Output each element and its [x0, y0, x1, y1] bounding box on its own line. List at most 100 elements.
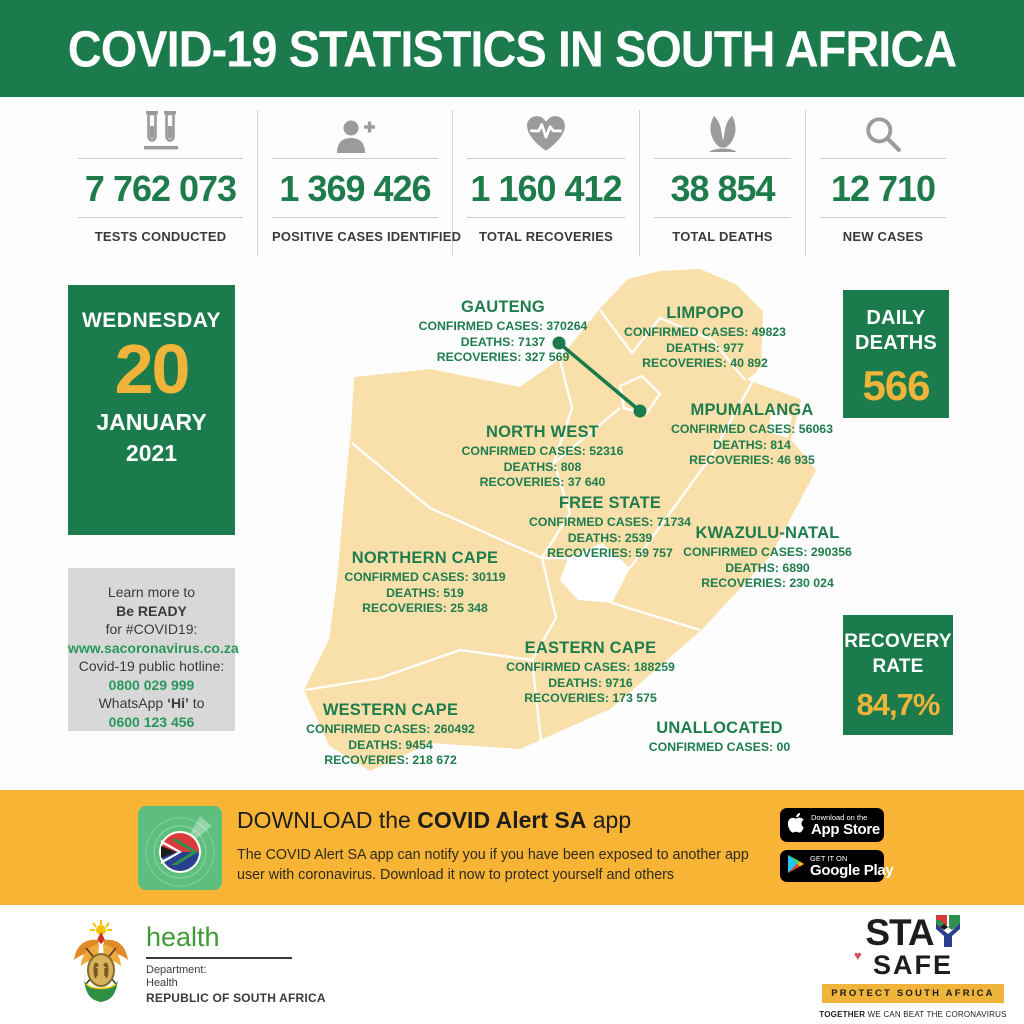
province-name: UNALLOCATED	[656, 719, 783, 737]
coat-of-arms-logo	[72, 918, 130, 1010]
badge-caption: GET IT ON	[810, 853, 848, 863]
whatsapp-number: 0600 123 456	[108, 713, 195, 730]
info-line: Learn more to	[107, 584, 196, 600]
date-day: 20	[114, 330, 191, 408]
stat-value: 7 762 073	[84, 168, 237, 209]
province-stat: RECOVERIES: 230 024	[701, 576, 834, 590]
province-stat: CONFIRMED CASES: 71734	[529, 515, 691, 529]
eswatini-area	[768, 408, 792, 438]
divider	[467, 158, 625, 159]
test-tubes-icon	[78, 110, 243, 158]
stat-value: 38 854	[670, 168, 775, 209]
info-line: WhatsApp ‘Hi’ to	[68, 694, 235, 713]
province-stat: CONFIRMED CASES: 370264	[418, 319, 588, 333]
stat-recoveries: 1 160 412 TOTAL RECOVERIES	[453, 110, 640, 256]
badge-caption: Download on the	[811, 812, 868, 822]
divider	[654, 158, 791, 159]
province-name: NORTHERN CAPE	[351, 549, 499, 567]
info-line: for #COVID19:	[105, 621, 198, 637]
province-name: GAUTENG	[461, 298, 545, 316]
divider	[820, 158, 946, 159]
province-stat: RECOVERIES: 59 757	[547, 546, 673, 560]
province-stat: CONFIRMED CASES: 188259	[506, 660, 675, 674]
daily-deaths-value: 566	[862, 362, 930, 409]
date-month: JANUARY	[96, 408, 207, 435]
whatsapp-text: WhatsApp	[98, 695, 168, 711]
province-stat: DEATHS: 814	[713, 437, 791, 452]
app-store-badge[interactable]: Download on the App Store	[780, 808, 884, 842]
province-name: MPUMALANGA	[690, 401, 814, 419]
province-name: FREE STATE	[558, 494, 662, 512]
magnifier-icon	[820, 110, 946, 158]
hotline-number: 0800 029 999	[108, 676, 195, 693]
google-play-icon	[788, 854, 804, 878]
province-name: WESTERN CAPE	[322, 701, 459, 719]
stat-label: TESTS CONDUCTED	[94, 229, 227, 244]
recovery-rate-box: RECOVERY RATE 84,7%	[843, 615, 953, 735]
province-stat: DEATHS: 9716	[548, 675, 633, 690]
map-section: WEDNESDAY 20 JANUARY 2021 Learn more to …	[0, 258, 1024, 790]
province-name: LIMPOPO	[666, 304, 744, 322]
province-name: KWAZULU-NATAL	[695, 524, 840, 542]
daily-deaths-label: DAILY DEATHS	[855, 307, 937, 354]
badge-store-name: App Store	[811, 820, 880, 838]
province-stat: RECOVERIES: 37 640	[479, 475, 606, 489]
stat-deaths: 38 854 TOTAL DEATHS	[640, 110, 806, 256]
province-stat: CONFIRMED CASES: 290356	[683, 545, 852, 559]
together-tagline: TOGETHER WE CAN BEAT THE CORONAVIRUS	[819, 1010, 1007, 1019]
protect-south-africa-bar: PROTECT SOUTH AFRICA	[822, 984, 1004, 1003]
province-stat: CONFIRMED CASES: 56063	[671, 422, 833, 436]
stay-safe-safe: ♥ SAFE	[818, 948, 1008, 979]
divider	[272, 158, 438, 159]
whatsapp-hi: ‘Hi’	[167, 695, 189, 711]
stat-value: 1 160 412	[470, 168, 622, 209]
footer: health Department: Health REPUBLIC OF SO…	[0, 905, 1024, 1024]
covid-alert-app-icon	[138, 806, 222, 890]
header-banner: COVID-19 STATISTICS IN SOUTH AFRICA	[0, 0, 1024, 97]
divider	[146, 957, 292, 959]
province-gauteng: GAUTENG CONFIRMED CASES: 370264 DEATHS: …	[388, 298, 618, 366]
divider	[78, 158, 243, 159]
divider	[78, 217, 243, 218]
province-stat: RECOVERIES: 25 348	[362, 601, 488, 615]
province-stat: DEATHS: 808	[503, 459, 582, 474]
stay-safe-stay: STA	[865, 914, 961, 953]
daily-deaths-box: DAILY DEATHS 566	[843, 290, 949, 418]
province-northern-cape: NORTHERN CAPE CONFIRMED CASES: 30119 DEA…	[315, 549, 535, 617]
province-name: NORTH WEST	[486, 423, 599, 441]
heart-pulse-icon	[467, 110, 625, 158]
health-brand: health	[146, 922, 220, 952]
praying-hands-icon	[654, 110, 791, 158]
recovery-rate-label: RECOVERY RATE	[844, 631, 952, 677]
stat-positive-cases: 1 369 426 POSITIVE CASES IDENTIFIED	[258, 110, 462, 256]
province-stat: RECOVERIES: 173 575	[524, 691, 657, 705]
stat-label: TOTAL RECOVERIES	[479, 229, 613, 244]
province-stat: CONFIRMED CASES: 49823	[624, 325, 786, 339]
flag-y-icon	[934, 915, 961, 953]
info-box: Learn more to Be READY for #COVID19: www…	[68, 568, 239, 731]
stat-value: 12 710	[830, 168, 936, 209]
stats-strip: 7 762 073 TESTS CONDUCTED 1 369 426 POSI…	[64, 110, 960, 256]
divider	[654, 217, 791, 218]
info-line: Be READY	[116, 602, 187, 619]
stat-label: POSITIVE CASES IDENTIFIED	[272, 229, 462, 244]
lesotho-area	[560, 543, 630, 603]
info-line: Covid-19 public hotline:	[78, 658, 225, 674]
province-stat: CONFIRMED CASES: 260492	[306, 722, 475, 736]
google-play-badge[interactable]: GET IT ON Google Play	[780, 850, 894, 882]
date-weekday: WEDNESDAY	[81, 309, 222, 332]
stat-new-cases: 12 710 NEW CASES	[806, 110, 960, 256]
province-stat: RECOVERIES: 46 935	[689, 453, 815, 467]
banner-subtitle: The COVID Alert SA app can notify you if…	[237, 847, 749, 883]
stat-tests: 7 762 073 TESTS CONDUCTED	[64, 110, 258, 256]
province-free-state: FREE STATE CONFIRMED CASES: 71734 DEATHS…	[500, 494, 720, 562]
whatsapp-text: to	[188, 695, 205, 711]
province-stat: CONFIRMED CASES: 30119	[344, 570, 506, 584]
heart-icon: ♥	[854, 948, 864, 963]
stat-label: NEW CASES	[842, 229, 924, 244]
province-north-west: NORTH WEST CONFIRMED CASES: 52316 DEATHS…	[435, 423, 650, 491]
province-stat: RECOVERIES: 218 672	[324, 753, 457, 767]
website-link[interactable]: www.sacoronavirus.co.za	[68, 639, 239, 656]
banner-title: DOWNLOAD the COVID Alert SA app	[237, 807, 632, 833]
